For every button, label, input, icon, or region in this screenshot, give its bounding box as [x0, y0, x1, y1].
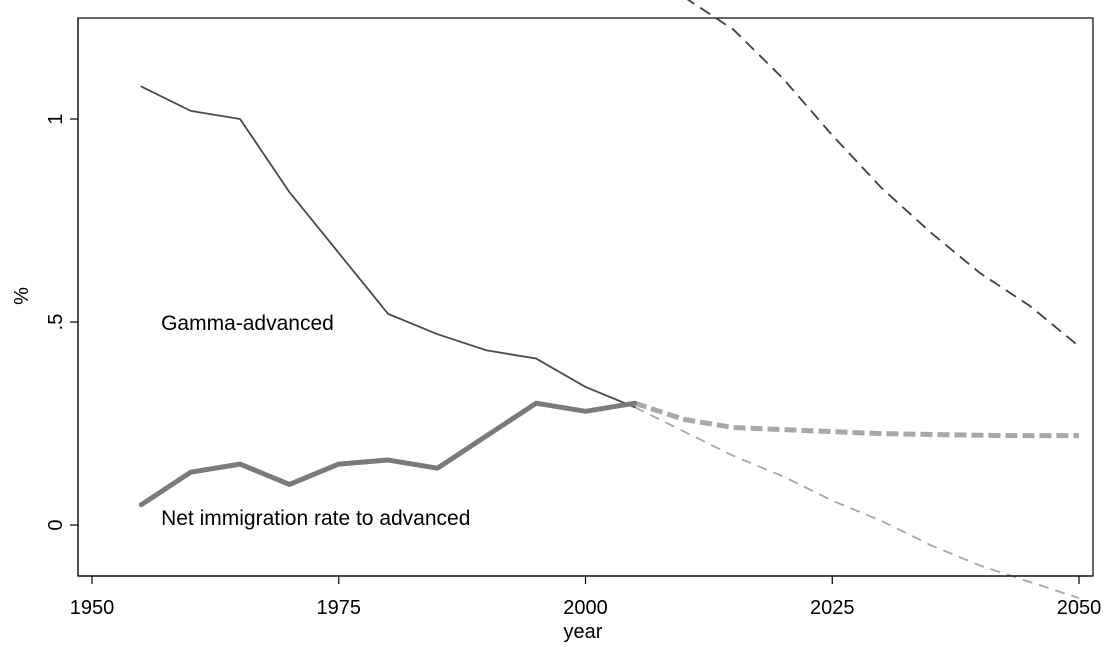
- x-tick-label: 2000: [563, 597, 608, 619]
- y-axis-title: %: [11, 287, 33, 305]
- y-tick-label: 0: [45, 519, 67, 530]
- x-tick-label: 2050: [1057, 597, 1102, 619]
- y-axis: 0.511.522.5: [45, 0, 78, 576]
- net-immigration-rate-to-advanced-projection-line: [635, 403, 1079, 435]
- x-tick-label: 2025: [810, 597, 855, 619]
- net-immigration-rate-to-advanced-line: [141, 403, 634, 505]
- y-tick-label: .5: [45, 314, 67, 331]
- x-axis-title: year: [564, 621, 603, 643]
- x-tick-label: 1975: [317, 597, 362, 619]
- gamma-developing-projection-line: [635, 0, 1079, 346]
- x-axis: 1950 1975 2000 2025 2050: [70, 576, 1102, 619]
- net-immigration-rate-to-advanced-label: Net immigration rate to advanced: [161, 507, 470, 530]
- gamma-advanced-line: [141, 87, 634, 408]
- y-tick-label: 1: [45, 113, 67, 124]
- gamma-advanced-label: Gamma-advanced: [161, 312, 334, 335]
- x-tick-label: 1950: [70, 597, 115, 619]
- plot-frame: [78, 18, 1093, 576]
